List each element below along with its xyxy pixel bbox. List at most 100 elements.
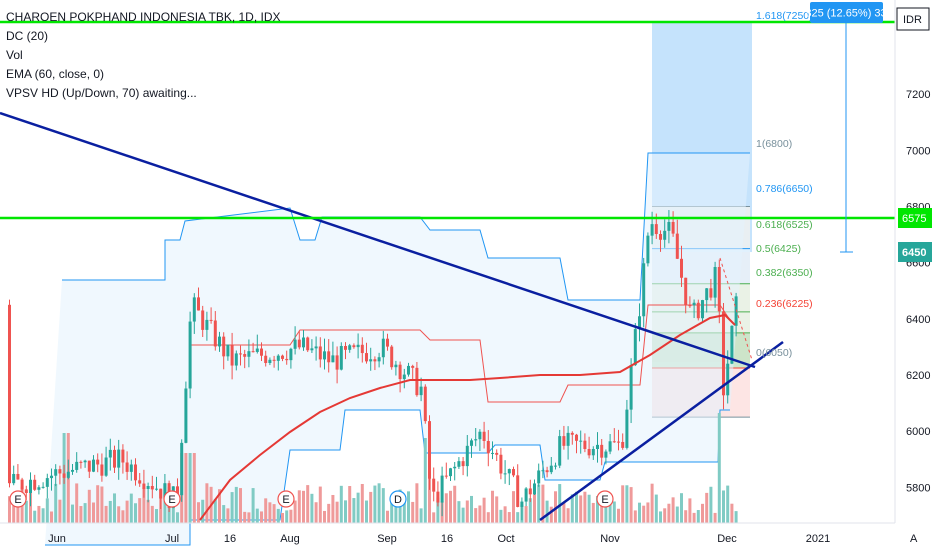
candle-body xyxy=(113,449,116,468)
volume-bar xyxy=(675,506,679,523)
candle-body xyxy=(675,233,679,259)
volume-bar xyxy=(239,488,242,523)
volume-bar xyxy=(87,489,91,523)
candle-body xyxy=(293,339,297,349)
volume-bar xyxy=(680,493,683,523)
volume-bar xyxy=(562,502,566,523)
earnings-marker[interactable] xyxy=(277,490,295,508)
volume-bar xyxy=(83,503,87,523)
candle-body xyxy=(37,487,41,490)
axis-corner-box xyxy=(897,527,932,550)
candle-body xyxy=(617,441,620,443)
volume-bar xyxy=(654,494,658,523)
candle-body xyxy=(360,344,364,354)
candle-body xyxy=(596,444,599,450)
candle-body xyxy=(352,345,356,348)
candle-body xyxy=(470,440,473,446)
earnings-marker[interactable] xyxy=(9,490,27,508)
candle-body xyxy=(369,359,373,362)
candle-body xyxy=(310,348,314,351)
candle-body xyxy=(566,432,570,446)
candle-body xyxy=(398,364,402,380)
candle-body xyxy=(335,355,339,370)
volume-bar xyxy=(646,502,650,523)
volume-bar xyxy=(453,485,457,523)
volume-bar xyxy=(255,508,259,523)
volume-bar xyxy=(146,499,150,523)
volume-bar xyxy=(726,485,730,523)
candle-body xyxy=(180,442,184,496)
candle-body xyxy=(41,486,45,488)
candle-body xyxy=(306,337,310,351)
candle-body xyxy=(192,297,196,322)
earnings-marker[interactable] xyxy=(163,490,181,508)
candle-body xyxy=(680,258,683,278)
volume-bar xyxy=(692,512,696,523)
volume-bar xyxy=(184,453,188,523)
volume-bar xyxy=(129,493,133,523)
currency-label: IDR xyxy=(903,14,922,26)
candle-body xyxy=(478,431,482,440)
volume-bar xyxy=(650,483,654,523)
volume-bar xyxy=(104,505,108,523)
indicator-ema-label[interactable]: EMA (60, close, 0) xyxy=(6,67,105,81)
last-price-label: 6450 xyxy=(902,247,926,259)
volume-bar xyxy=(470,495,473,523)
candle-body xyxy=(260,348,263,356)
candle-body xyxy=(96,459,100,465)
volume-bar xyxy=(499,509,503,523)
candle-body xyxy=(444,475,448,477)
candle-body xyxy=(239,353,242,355)
symbol-title[interactable]: CHAROEN POKPHAND INDONESIA TBK, 1D, IDX xyxy=(6,10,281,24)
volume-bar xyxy=(272,504,276,523)
candle-body xyxy=(713,266,717,298)
volume-bar xyxy=(222,505,226,523)
candle-body xyxy=(717,266,721,312)
indicator-vpsv-label[interactable]: VPSV HD (Up/Down, 70) awaiting... xyxy=(6,86,197,100)
candle-body xyxy=(255,348,259,352)
volume-bar xyxy=(197,502,200,523)
volume-bar xyxy=(465,500,469,523)
candle-body xyxy=(251,351,255,353)
candle-body xyxy=(314,346,318,349)
candle-body xyxy=(612,441,616,443)
earnings-marker[interactable] xyxy=(596,490,614,508)
candle-body xyxy=(268,359,272,363)
indicator-donchian-label[interactable]: DC (20) xyxy=(6,29,49,43)
candle-body xyxy=(390,346,394,368)
candle-body xyxy=(16,473,20,480)
x-tick-oct: Oct xyxy=(497,533,514,545)
y-tick-6200: 6200 xyxy=(906,370,930,382)
candle-body xyxy=(138,480,142,484)
candle-body xyxy=(411,365,415,368)
candle-body xyxy=(29,479,32,493)
candle-body xyxy=(701,300,704,319)
candle-body xyxy=(461,461,465,467)
candle-body xyxy=(482,431,486,441)
candle-body xyxy=(688,305,692,307)
volume-bar xyxy=(33,510,37,523)
candle-body xyxy=(671,221,675,234)
dividend-marker[interactable] xyxy=(389,490,407,508)
volume-bar xyxy=(314,502,318,523)
x-tick-jun: Jun xyxy=(48,533,66,545)
indicator-volume-label[interactable]: Vol xyxy=(6,48,23,62)
candle-body xyxy=(381,338,385,358)
candle-body xyxy=(587,449,591,456)
volume-bar xyxy=(549,506,553,523)
last-price-tag xyxy=(898,242,932,262)
volume-bar xyxy=(306,485,310,523)
auto-scale-button[interactable]: A xyxy=(910,533,918,545)
volume-bar xyxy=(667,503,671,523)
candle-body xyxy=(625,409,629,448)
volume-bar xyxy=(444,493,448,523)
volume-bar xyxy=(591,502,595,523)
volume-bar xyxy=(243,511,247,523)
y-tick-7200: 7200 xyxy=(906,89,930,101)
volume-bar xyxy=(121,510,125,523)
volume-bar xyxy=(688,498,692,523)
y-tick-6400: 6400 xyxy=(906,314,930,326)
volume-bar xyxy=(659,511,662,523)
